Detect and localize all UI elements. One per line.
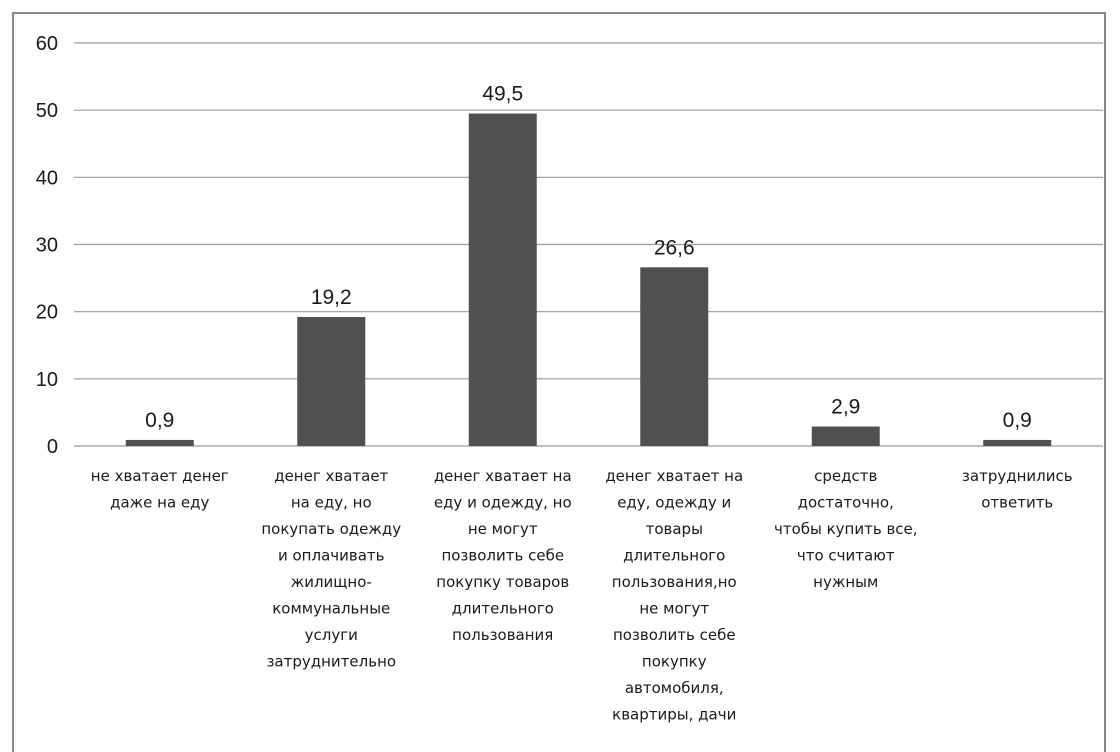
bar: [811, 426, 880, 446]
y-tick-label: 20: [36, 302, 58, 324]
bar: [468, 113, 537, 447]
x-tick-label: денег хватает на еду и одежду, но не могут…: [434, 467, 572, 644]
bar: [297, 317, 366, 446]
data-label: 0,9: [145, 409, 174, 432]
x-tick-label: не хватает денег даже на еду: [91, 467, 229, 512]
data-label: 26,6: [654, 236, 695, 259]
chart-frame: [12, 12, 1106, 752]
y-tick-label: 0: [47, 436, 58, 458]
data-label: 2,9: [831, 396, 860, 419]
bar: [983, 439, 1052, 446]
bar: [640, 267, 709, 446]
x-tick-label: денег хватает на еду, одежду и товары длите…: [605, 467, 743, 724]
y-tick-label: 10: [36, 369, 58, 391]
y-tick-label: 40: [36, 167, 58, 189]
bar: [125, 439, 194, 446]
x-tick-label: затруднились ответить: [962, 467, 1073, 512]
x-tick-label: средств достаточно, чтобы купить все, что с…: [774, 467, 918, 591]
y-tick-label: 60: [36, 33, 58, 55]
data-label: 0,9: [1003, 409, 1032, 432]
data-label: 49,5: [482, 83, 523, 106]
y-tick-label: 50: [36, 100, 58, 122]
data-label: 19,2: [311, 286, 352, 309]
x-tick-label: денег хватает на еду, но покупать одежду и …: [261, 467, 401, 671]
y-tick-label: 30: [36, 235, 58, 257]
